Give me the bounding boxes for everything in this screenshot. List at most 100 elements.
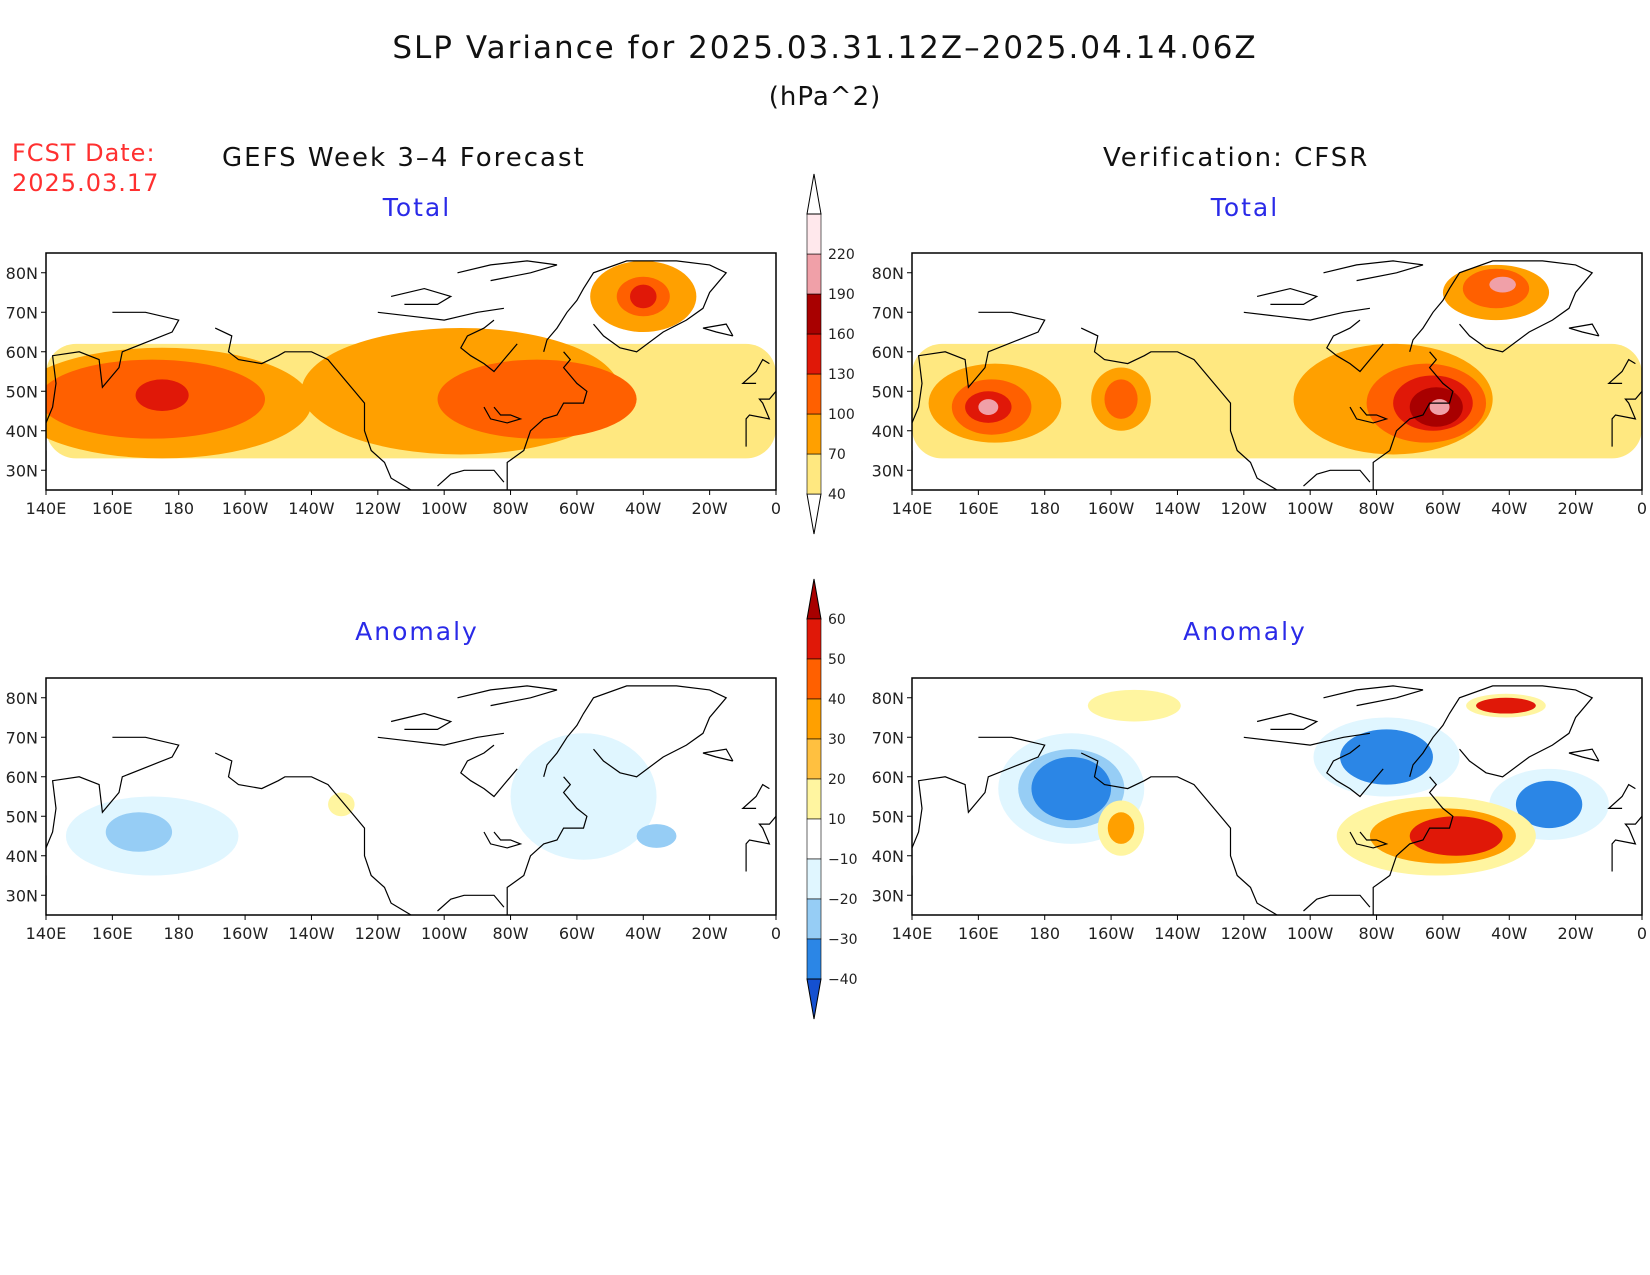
coastline [1256, 287, 1319, 305]
contour-blob [1429, 399, 1450, 415]
lon-label: 40W [625, 499, 661, 518]
lat-label: 50N [6, 807, 38, 826]
lon-label: 140E [26, 499, 67, 518]
colorbar-swatch [806, 253, 822, 295]
coastline [1303, 894, 1371, 912]
lon-label: 40W [1491, 924, 1527, 943]
colorbar-total: 40 70 100 130 160 190 220 [806, 173, 855, 535]
map-background [46, 678, 776, 915]
lat-label: 40N [872, 422, 904, 441]
coastline [1607, 783, 1636, 809]
colorbar-swatch [806, 778, 822, 820]
coastline [1349, 831, 1389, 849]
lat-label: 60N [872, 768, 904, 787]
units-label: (hPa^2) [768, 82, 882, 112]
colorbar-swatch [806, 293, 822, 335]
lon-label: 140W [1154, 924, 1201, 943]
lon-label: 20W [692, 924, 728, 943]
coastline [1568, 748, 1600, 762]
coastline [506, 776, 588, 915]
map-frame [911, 252, 1643, 491]
lat-label: 40N [872, 847, 904, 866]
lat-label: 70N [872, 728, 904, 747]
lat-label: 50N [872, 807, 904, 826]
colorbar-level-label: 160 [828, 327, 855, 343]
contour-blob [1031, 757, 1112, 821]
lat-label: 60N [872, 343, 904, 362]
lon-label: 80W [1358, 499, 1394, 518]
map-panel-br: 140E 160E 180 160W 140W 120W 100W 80W 60W 40W 20W 0… [872, 677, 1647, 943]
lat-label: 60N [6, 343, 38, 362]
coastline [1323, 260, 1424, 282]
colorbar-swatch [806, 453, 822, 495]
lon-label: 20W [1558, 924, 1594, 943]
lon-label: 180 [1029, 924, 1060, 943]
coastline [457, 685, 558, 707]
coastline [506, 351, 588, 490]
coastline [390, 287, 453, 305]
coastline [1326, 319, 1384, 373]
coastline [214, 327, 412, 490]
colorbar-level-label: 220 [828, 247, 855, 263]
panel-tl-subtitle: Total [382, 193, 452, 222]
colorbar-level-label: 60 [828, 612, 846, 628]
contour-blob [1409, 816, 1503, 856]
coastline [1409, 260, 1594, 353]
colorbar-swatch [806, 618, 822, 660]
coastline [741, 783, 770, 809]
lon-label: 160E [92, 499, 133, 518]
coastline [1243, 307, 1370, 321]
lat-label: 30N [6, 886, 38, 905]
contour-blob [1340, 729, 1433, 785]
coastline [702, 323, 734, 337]
coastline [543, 685, 728, 778]
coastline [1326, 744, 1384, 798]
lon-label: 80W [1358, 924, 1394, 943]
lon-label: 60W [1425, 924, 1461, 943]
lon-label: 100W [1287, 924, 1334, 943]
coastline [1080, 327, 1278, 490]
coastline [1256, 712, 1319, 730]
contour-blob [510, 733, 657, 860]
panel-bl-subtitle: Anomaly [355, 617, 479, 646]
coastline [390, 712, 453, 730]
colorbar-level-label: −40 [828, 972, 858, 988]
panel-tr-subtitle: Total [1210, 193, 1280, 222]
colorbar-swatch [806, 898, 822, 940]
lat-label: 70N [6, 303, 38, 322]
coastline [483, 406, 523, 424]
colorbar-level-label: 100 [828, 407, 855, 423]
lon-label: 0 [771, 924, 781, 943]
coastline [1349, 406, 1389, 424]
lon-label: 80W [492, 499, 528, 518]
colorbar-swatch [806, 858, 822, 900]
lon-label: 100W [421, 499, 468, 518]
coastline [483, 831, 523, 849]
contour-blob [1104, 379, 1138, 419]
coastline [377, 732, 504, 746]
colorbar-anomaly: −40 −30 −20 −10 10 20 30 40 50 60 [806, 578, 858, 1020]
lon-label: 100W [421, 924, 468, 943]
lon-label: 160W [1088, 924, 1135, 943]
coastline [912, 736, 1046, 849]
lat-label: 30N [6, 461, 38, 480]
lon-label: 160W [1088, 499, 1135, 518]
contour-blob [105, 812, 173, 852]
colorbar-swatch [806, 738, 822, 780]
lon-label: 120W [355, 924, 402, 943]
colorbar-level-label: 50 [828, 652, 846, 668]
map-frame [45, 252, 777, 491]
colorbar-level-label: 30 [828, 732, 846, 748]
lon-label: 180 [163, 499, 194, 518]
lon-label: 60W [1425, 499, 1461, 518]
colorbar-level-label: 190 [828, 287, 855, 303]
contour-blob [1087, 689, 1181, 722]
colorbar-level-label: −10 [828, 852, 858, 868]
contour-blob [1489, 276, 1516, 293]
coastline [214, 752, 412, 915]
colorbar-level-label: 40 [828, 692, 846, 708]
lat-label: 80N [872, 689, 904, 708]
coastline [741, 358, 770, 384]
lat-label: 80N [6, 689, 38, 708]
